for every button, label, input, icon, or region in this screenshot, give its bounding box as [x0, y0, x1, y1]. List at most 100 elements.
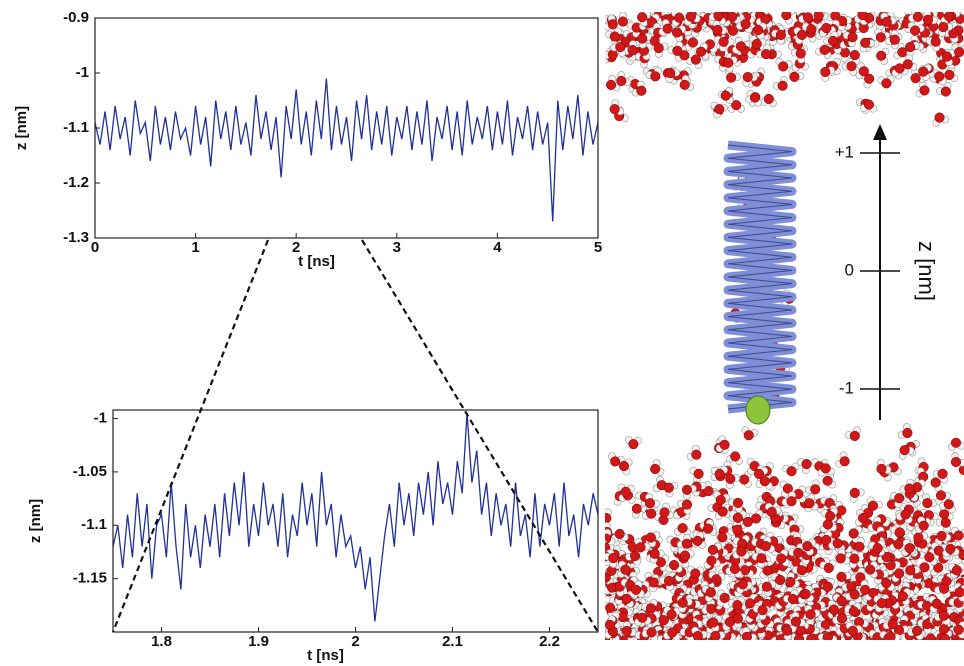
hydrogen [896, 641, 903, 648]
oxygen [631, 585, 641, 595]
hydrogen [869, 642, 876, 649]
oxygen [753, 25, 763, 35]
oxygen [860, 38, 870, 48]
hydrogen [758, 6, 765, 13]
oxygen [725, 474, 735, 484]
oxygen [952, 566, 962, 576]
oxygen [951, 457, 961, 467]
oxygen [605, 620, 615, 630]
oxygen [619, 461, 629, 471]
oxygen [691, 569, 701, 579]
oxygen [868, 501, 878, 511]
oxygen [903, 59, 913, 69]
oxygen [865, 565, 875, 575]
oxygen [894, 493, 904, 503]
oxygen [802, 459, 812, 469]
oxygen [850, 50, 860, 60]
oxygen [706, 604, 716, 614]
hydrogen [814, 6, 821, 13]
oxygen [829, 605, 839, 615]
hydrogen [871, 639, 878, 646]
oxygen [894, 625, 904, 635]
oxygen [763, 566, 773, 576]
oxygen [901, 510, 911, 520]
oxygen [628, 45, 638, 55]
oxygen [954, 47, 964, 57]
oxygen [608, 50, 618, 60]
oxygen [693, 536, 703, 546]
oxygen [721, 91, 731, 101]
oxygen [736, 42, 746, 52]
oxygen [900, 445, 910, 455]
oxygen [873, 543, 883, 553]
oxygen [723, 58, 733, 68]
oxygen [942, 52, 952, 62]
hydrogen [875, 639, 882, 646]
oxygen [707, 556, 717, 566]
oxygen [669, 560, 679, 570]
oxygen [606, 80, 616, 90]
oxygen [833, 539, 843, 549]
oxygen [667, 610, 677, 620]
oxygen [836, 554, 846, 564]
oxygen [725, 617, 735, 627]
oxygen [615, 42, 625, 52]
oxygen [663, 24, 673, 34]
oxygen [646, 603, 656, 613]
oxygen [806, 634, 816, 644]
oxygen [919, 521, 929, 531]
oxygen [622, 626, 632, 636]
hydrogen [789, 639, 796, 646]
oxygen [793, 548, 803, 558]
oxygen [743, 72, 753, 82]
oxygen [894, 569, 904, 579]
oxygen [776, 30, 786, 40]
oxygen [898, 592, 908, 602]
plot-area [113, 410, 598, 632]
hydrogen [923, 640, 930, 647]
oxygen [938, 469, 948, 479]
z-axis-label: z [nm] [914, 241, 939, 301]
oxygen [820, 67, 830, 77]
hydrogen [598, 530, 605, 537]
oxygen [810, 485, 820, 495]
y-tick-label: -1.05 [73, 463, 107, 480]
oxygen [823, 520, 833, 530]
z-tick-label: -1 [839, 378, 854, 397]
oxygen [632, 504, 642, 514]
oxygen [636, 543, 646, 553]
oxygen [629, 439, 639, 449]
oxygen [912, 626, 922, 636]
y-tick-label: -1.15 [73, 570, 107, 587]
oxygen [864, 100, 874, 110]
oxygen [715, 469, 725, 479]
oxygen [750, 93, 760, 103]
oxygen [732, 525, 742, 535]
oxygen [931, 478, 941, 488]
oxygen [923, 15, 933, 25]
oxygen [934, 72, 944, 82]
hydrogen [936, 639, 943, 646]
oxygen [905, 42, 915, 52]
oxygen [761, 49, 771, 59]
x-tick-label: 1.8 [151, 633, 172, 650]
hydrogen [598, 569, 605, 576]
oxygen [823, 632, 833, 642]
oxygen [630, 551, 640, 561]
oxygen [674, 13, 684, 23]
y-tick-label: -1 [94, 410, 107, 427]
y-axis-label: z [nm] [27, 499, 44, 543]
oxygen [716, 495, 726, 505]
oxygen [667, 628, 677, 638]
oxygen [650, 549, 660, 559]
oxygen [682, 539, 692, 549]
oxygen [923, 498, 933, 508]
oxygen [821, 464, 831, 474]
hydrogen [814, 640, 821, 647]
oxygen [877, 464, 887, 474]
oxygen [786, 577, 796, 587]
oxygen [858, 10, 868, 20]
oxygen [944, 12, 954, 22]
oxygen [828, 36, 838, 46]
oxygen [651, 72, 661, 82]
